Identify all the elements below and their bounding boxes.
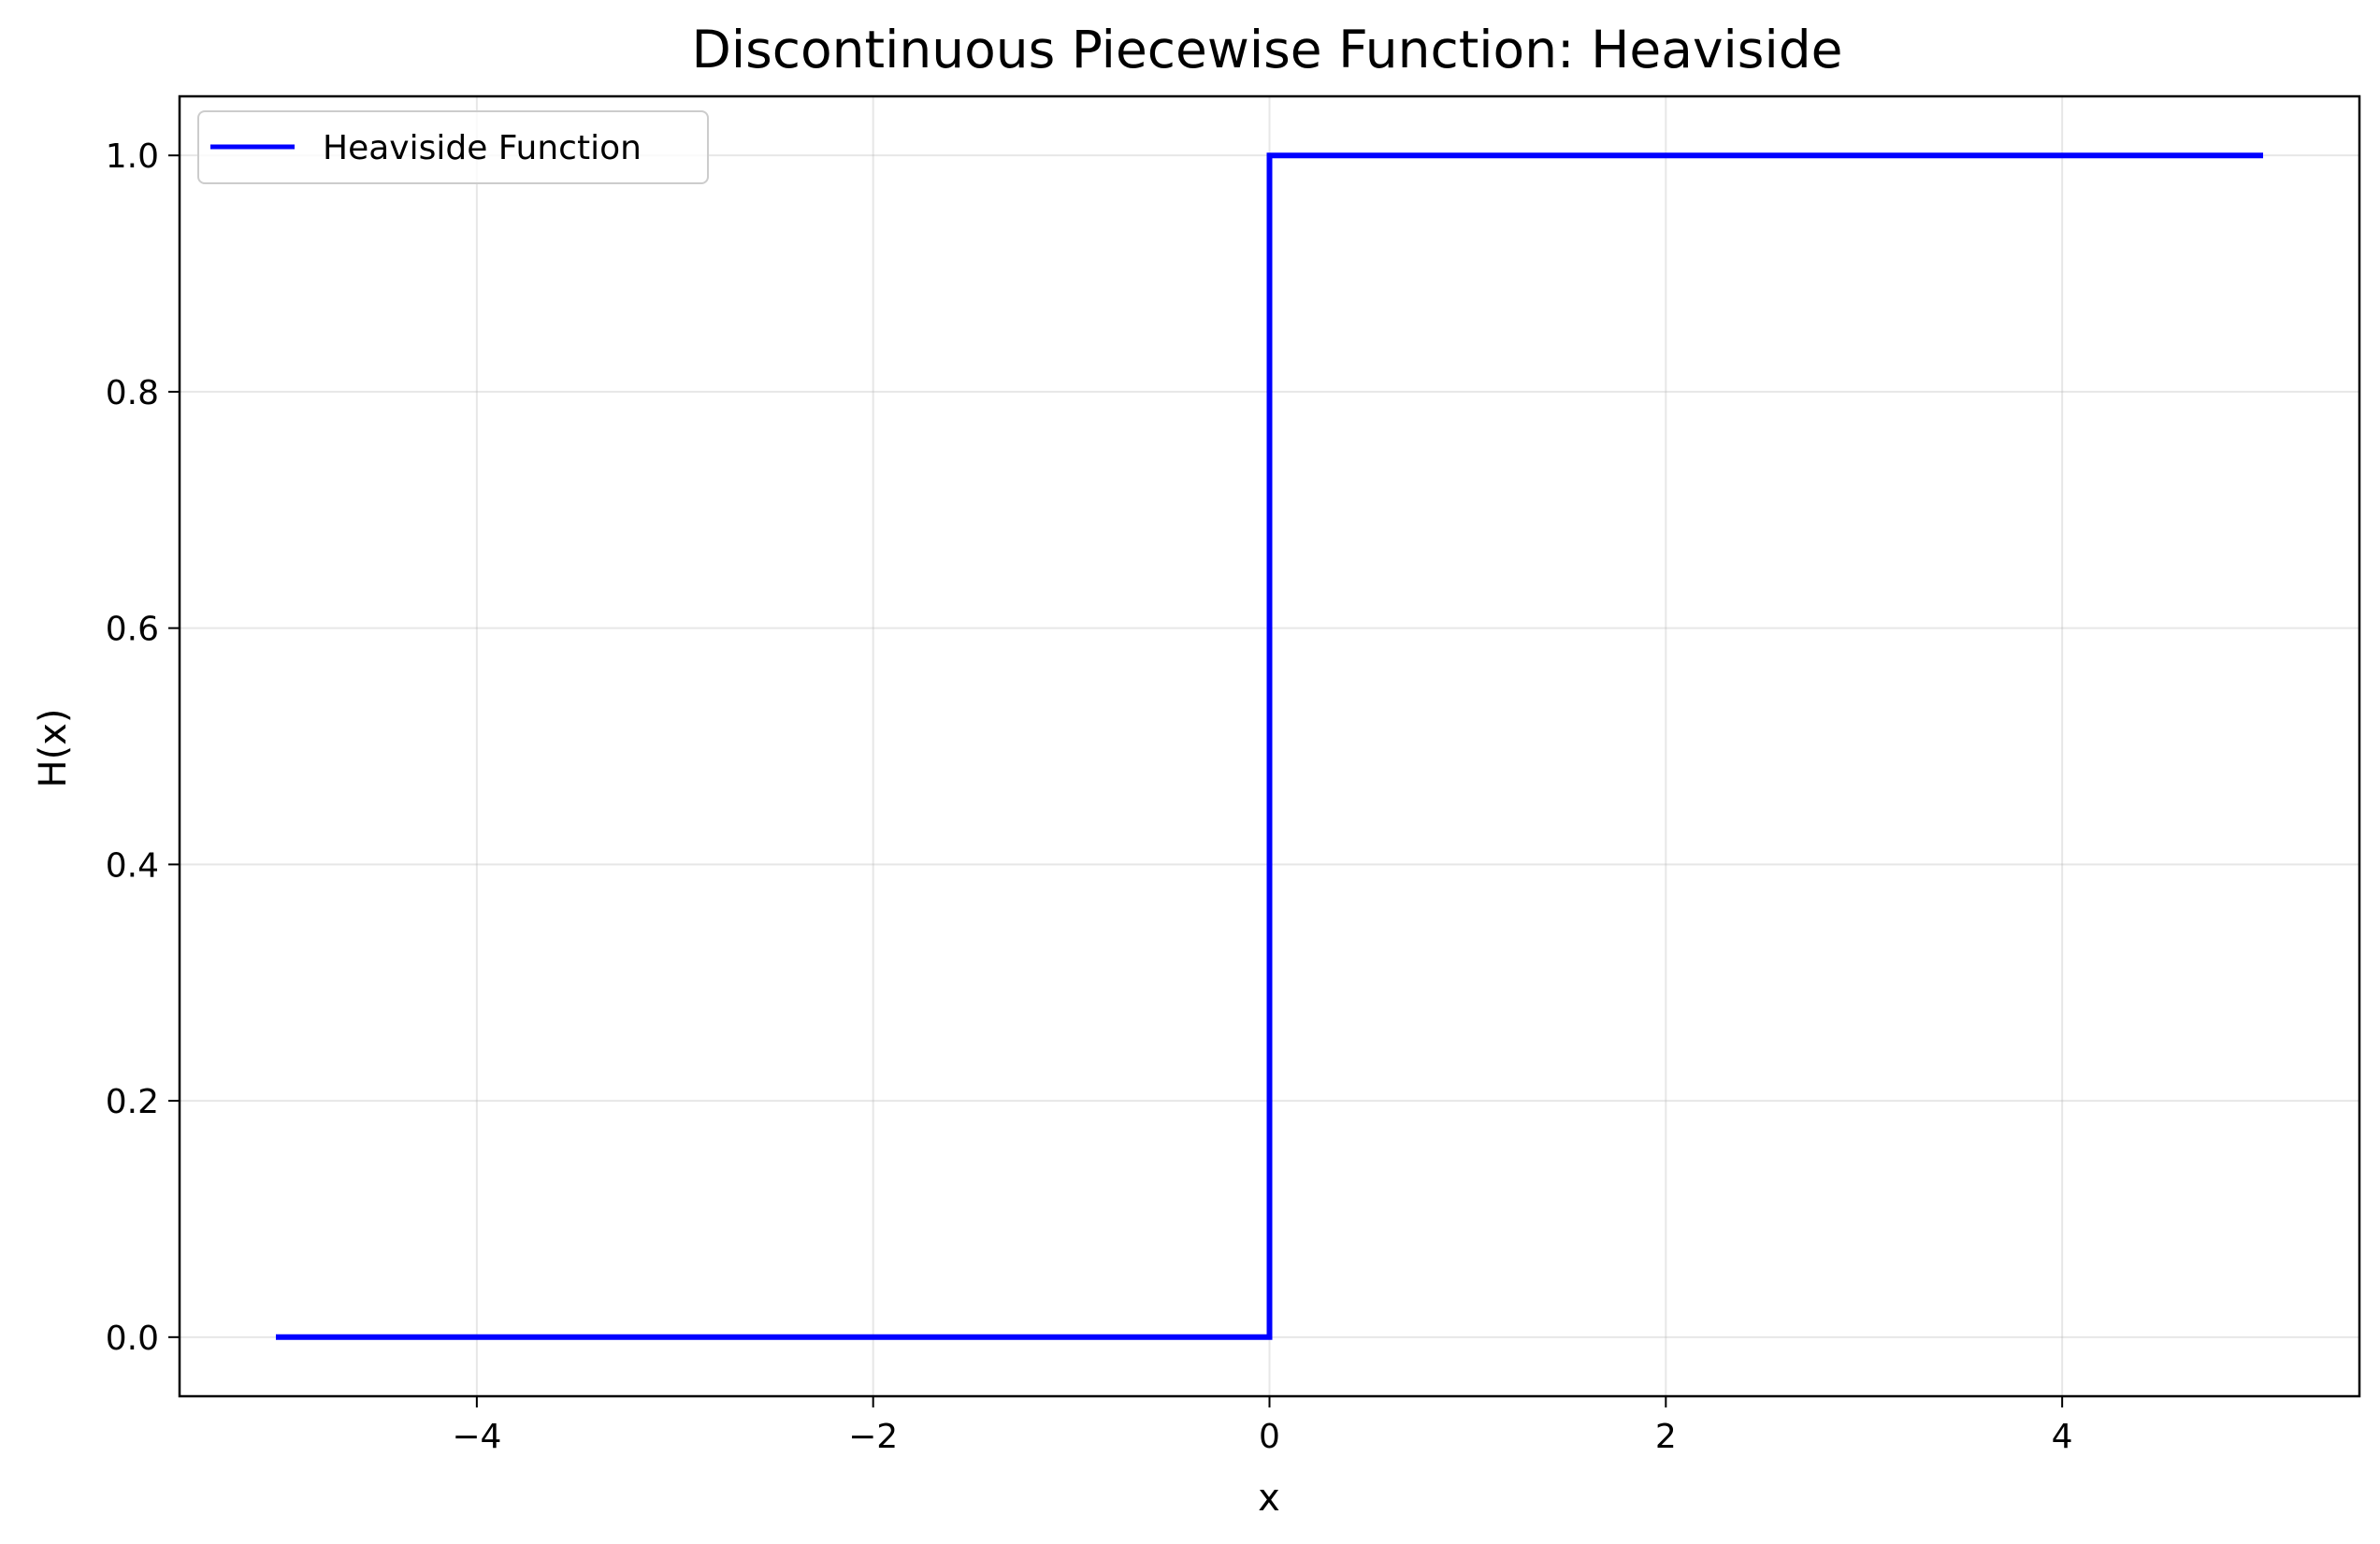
legend-label: Heaviside Function (323, 129, 642, 167)
series-layer (276, 152, 2263, 1340)
x-tick-label: 0 (1259, 1418, 1280, 1456)
x-tick-label: −2 (848, 1418, 898, 1456)
y-tick-label: 1.0 (106, 137, 159, 176)
series-line-heaviside (276, 152, 2263, 1340)
y-tick-label: 0.4 (106, 846, 159, 885)
x-tick-label: 2 (1655, 1418, 1677, 1456)
legend-box (197, 110, 709, 184)
y-axis-label: H(x) (32, 709, 75, 788)
y-tick-label: 0.0 (106, 1320, 159, 1358)
legend: Heaviside Function (197, 110, 709, 184)
x-tick-label: −4 (452, 1418, 501, 1456)
y-tick-label: 0.6 (106, 611, 159, 649)
y-axis: 0.0 0.2 0.4 0.6 0.8 1.0 (106, 137, 180, 1358)
x-axis-label: x (1258, 1477, 1280, 1520)
x-tick-label: 4 (2052, 1418, 2073, 1456)
y-tick-label: 0.2 (106, 1083, 159, 1121)
plot-area (178, 94, 2361, 1398)
y-tick-label: 0.8 (106, 374, 159, 412)
x-axis: −4 −2 0 2 4 (452, 1396, 2073, 1456)
chart-title: Discontinuous Piecewise Function: Heavis… (691, 20, 1842, 79)
